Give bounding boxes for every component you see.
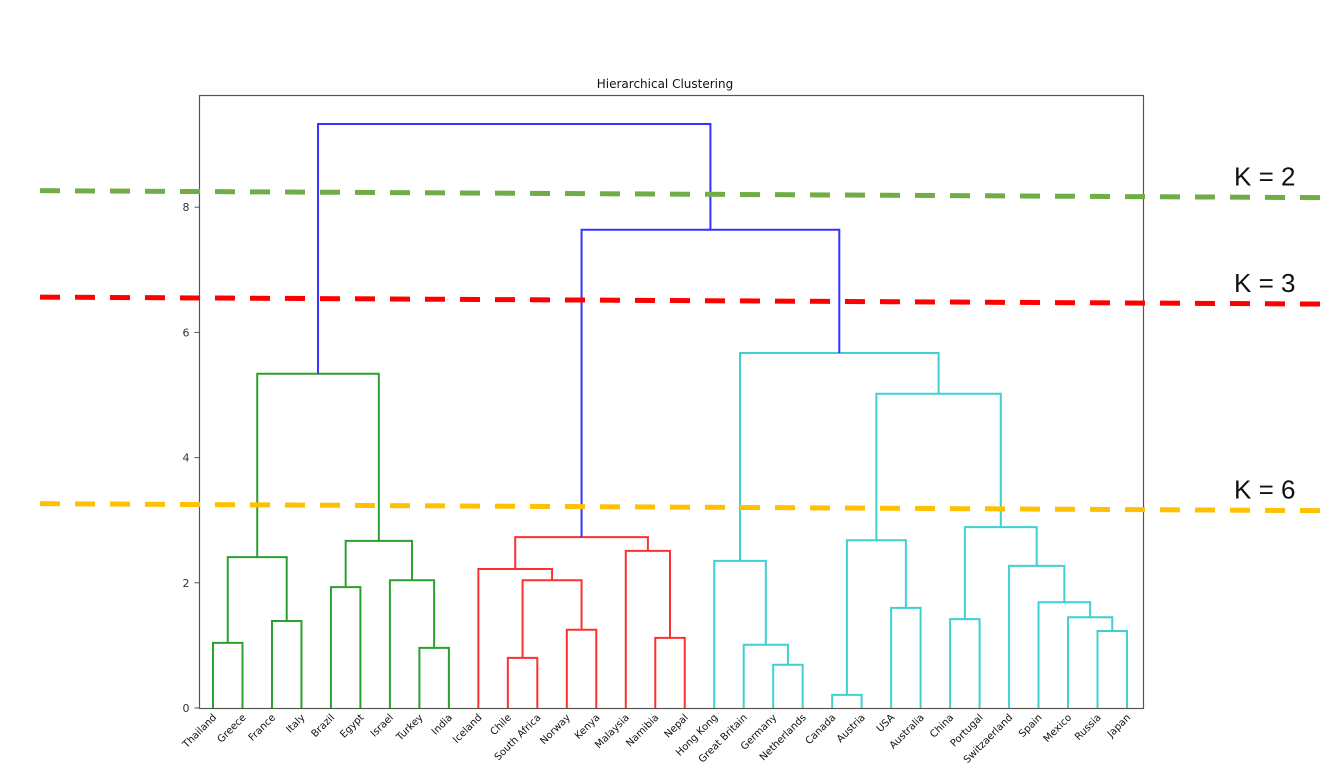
leaf-label-thailand: Thailand: [180, 712, 219, 751]
cut-line-k-6: [39, 501, 1329, 514]
y-tick-label: 6: [183, 326, 190, 339]
leaf-label-brazil: Brazil: [310, 712, 338, 740]
cut-label-k-3: K = 3: [1234, 268, 1295, 298]
dendrogram-link-m3: [226, 556, 288, 643]
leaf-label-russia: Russia: [1073, 712, 1104, 743]
y-tick-label: 0: [183, 702, 190, 715]
leaf-label-norway: Norway: [538, 712, 573, 747]
dendrogram-link-m18: [713, 559, 767, 708]
leaf-label-turkey: Turkey: [394, 712, 426, 744]
cut-label-k-6: K = 6: [1234, 475, 1295, 505]
dendrogram-link-m12: [477, 568, 554, 708]
leaf-label-mexico: Mexico: [1042, 712, 1074, 744]
dendrogram-link-m13: [654, 636, 686, 708]
dendrogram-link-m2: [270, 619, 303, 708]
leaf-label-india: India: [430, 712, 455, 737]
cut-label-k-2: K = 2: [1234, 162, 1295, 192]
dendrogram-link-m4: [329, 586, 362, 708]
chart-title: Hierarchical Clustering: [597, 77, 733, 91]
dendrogram-link-m1: [212, 641, 244, 708]
dendrogram-link-m15: [514, 536, 649, 570]
leaf-label-usa: USA: [875, 712, 898, 735]
leaf-label-spain: Spain: [1017, 712, 1045, 740]
dendrogram-link-m22: [949, 618, 981, 708]
plot-frame: [198, 94, 1145, 710]
dendrogram-link-m19: [831, 693, 863, 708]
dendrogram-link-m20: [890, 606, 922, 708]
dendrogram-link-m30: [580, 228, 841, 538]
leaf-label-chile: Chile: [488, 712, 513, 737]
dendrogram-link-m14: [624, 549, 671, 708]
leaf-label-iceland: Iceland: [451, 712, 484, 745]
leaf-label-namibia: Namibia: [624, 712, 661, 749]
dendrogram-link-m5: [418, 646, 450, 708]
leaf-label-austria: Austria: [835, 712, 868, 745]
cut-line-k-2: [39, 188, 1329, 201]
dendrogram-link-m6: [388, 579, 436, 708]
dendrogram-link-m29: [739, 352, 940, 561]
leaf-label-nepal: Nepal: [663, 712, 691, 740]
dendrogram-link-m23: [1096, 630, 1128, 708]
dendrogram-link-m27: [963, 526, 1038, 620]
cut-lines: K = 2 K = 3 K = 6: [39, 162, 1329, 514]
dendrogram-link-m28: [875, 392, 1002, 541]
y-axis: 0 2 4 6 8: [183, 201, 200, 715]
dendrogram-link-m31: [317, 122, 712, 374]
y-tick-label: 8: [183, 201, 190, 214]
dendrogram-links: [212, 122, 1128, 708]
dendrogram-link-m8: [256, 372, 380, 558]
y-tick-label: 2: [183, 577, 190, 590]
cut-line-k-3: [39, 294, 1329, 307]
dendrogram-link-m16: [772, 663, 804, 708]
leaf-label-france: France: [247, 712, 278, 743]
dendrogram-link-m17: [742, 643, 789, 708]
leaf-label-italy: Italy: [284, 712, 307, 735]
dendrogram-link-m10: [565, 628, 598, 708]
dendrogram-link-m26: [1008, 564, 1066, 708]
dendrogram-link-m9: [506, 656, 539, 708]
leaf-label-canada: Canada: [804, 712, 839, 747]
leaf-label-greece: Greece: [216, 712, 249, 745]
leaf-label-egypt: Egypt: [338, 712, 366, 740]
leaf-label-israel: Israel: [369, 712, 396, 739]
dendrogram-link-m11: [521, 579, 583, 658]
y-tick-label: 4: [183, 452, 190, 465]
dendrogram-link-m21: [845, 539, 907, 695]
leaf-label-china: China: [928, 712, 956, 740]
leaf-label-japan: Japan: [1105, 712, 1133, 740]
